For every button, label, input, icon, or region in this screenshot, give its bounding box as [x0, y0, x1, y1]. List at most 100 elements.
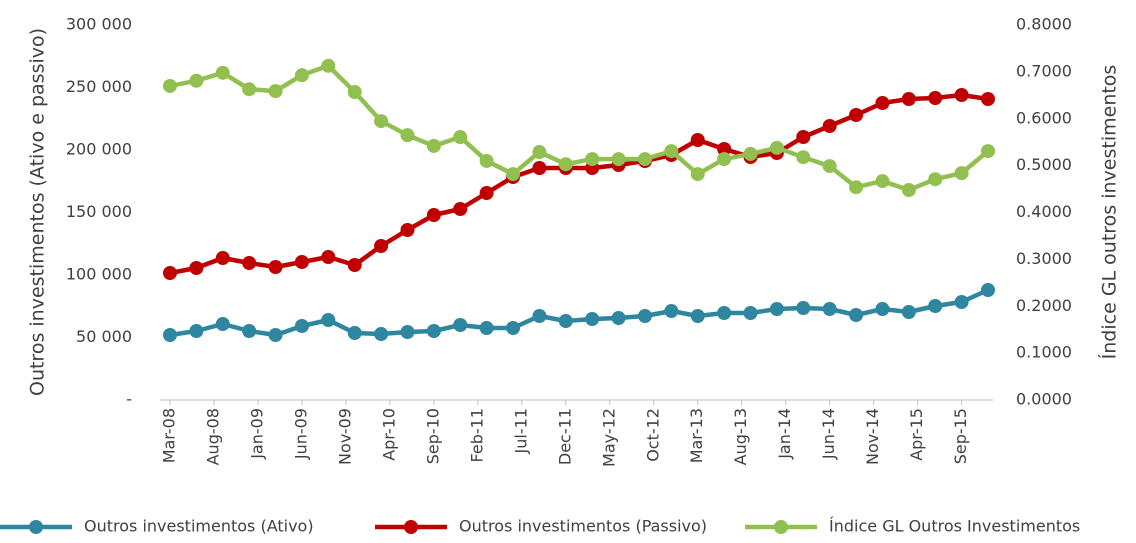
point — [743, 146, 758, 161]
y-tick-label: 150 000 — [66, 202, 132, 221]
point — [664, 304, 679, 318]
point — [321, 250, 336, 264]
point — [637, 309, 652, 323]
point — [981, 283, 995, 297]
point — [532, 161, 547, 175]
point — [769, 140, 784, 155]
y2-tick-label: 0.4000 — [1016, 202, 1072, 221]
point — [242, 324, 257, 338]
legend-label: Índice GL Outros Investimentos — [829, 517, 1080, 536]
point — [743, 306, 758, 320]
series — [163, 283, 995, 342]
x-tick-label: Jan-09 — [247, 408, 266, 460]
point — [189, 261, 204, 275]
point — [374, 239, 389, 253]
point — [849, 308, 864, 322]
point — [822, 159, 837, 174]
point — [690, 167, 705, 182]
point — [585, 312, 600, 326]
point — [690, 133, 705, 147]
y2-tick-label: 0.8000 — [1016, 15, 1072, 34]
x-tick-label: Aug-13 — [731, 408, 750, 465]
legend-label: Outros investimentos (Passivo) — [459, 517, 707, 536]
point — [981, 144, 995, 159]
point — [453, 130, 468, 145]
point — [215, 251, 230, 265]
point — [400, 128, 415, 143]
point — [532, 145, 547, 160]
point — [321, 313, 336, 327]
y-tick-label: 200 000 — [66, 140, 132, 159]
point — [875, 174, 890, 189]
point — [268, 328, 283, 342]
point — [928, 172, 943, 187]
y2-tick-label: 0.3000 — [1016, 249, 1072, 268]
point — [769, 302, 784, 316]
point — [822, 302, 837, 316]
point — [347, 258, 362, 272]
y-tick-label: 300 000 — [66, 15, 132, 34]
x-tick-label: Jun-09 — [291, 408, 310, 460]
point — [822, 119, 837, 133]
y2-tick-label: 0.1000 — [1016, 343, 1072, 362]
point — [901, 92, 916, 106]
point — [928, 299, 943, 313]
x-tick-label: Apr-15 — [907, 408, 926, 461]
y2-tick-label: 0.2000 — [1016, 296, 1072, 315]
x-tick-label: Feb-11 — [467, 408, 486, 462]
x-tick-label: Mar-13 — [687, 408, 706, 463]
point — [294, 68, 309, 83]
point — [901, 305, 916, 319]
point — [400, 325, 415, 339]
x-tick-label: Apr-10 — [379, 408, 398, 461]
point — [294, 319, 309, 333]
point — [479, 321, 494, 335]
point — [268, 260, 283, 274]
point — [347, 85, 362, 100]
y-tick-label: - — [126, 390, 132, 409]
legend-label: Outros investimentos (Ativo) — [84, 517, 314, 536]
y2-tick-label: 0.6000 — [1016, 108, 1072, 127]
point — [796, 130, 811, 144]
point — [849, 108, 864, 122]
legend-marker — [774, 520, 788, 534]
x-tick-label: Nov-14 — [863, 408, 882, 465]
point — [321, 58, 336, 73]
x-tick-label: Aug-08 — [203, 408, 222, 465]
point — [928, 91, 943, 105]
point — [189, 73, 204, 88]
point — [875, 96, 890, 110]
y-tick-label: 100 000 — [66, 265, 132, 284]
point — [426, 324, 441, 338]
point — [374, 114, 389, 129]
series-line — [169, 63, 990, 193]
legend-marker — [404, 520, 418, 534]
y2-tick-label: 0.0000 — [1016, 390, 1072, 409]
x-tick-label: Dec-11 — [555, 408, 574, 465]
point — [690, 309, 705, 323]
series — [163, 88, 995, 280]
x-tick-label: Oct-12 — [643, 408, 662, 462]
point — [374, 327, 389, 341]
point — [400, 223, 415, 237]
point — [532, 309, 547, 323]
point — [954, 295, 969, 309]
point — [611, 311, 626, 325]
x-tick-label: Nov-09 — [335, 408, 354, 465]
point — [796, 150, 811, 165]
point — [506, 167, 521, 182]
point — [163, 78, 177, 93]
point — [215, 65, 230, 80]
point — [347, 326, 362, 340]
y2-tick-label: 0.7000 — [1016, 61, 1072, 80]
point — [796, 301, 811, 315]
point — [558, 314, 573, 328]
point — [163, 266, 177, 280]
point — [506, 321, 521, 335]
point — [875, 302, 890, 316]
y2-tick-label: 0.5000 — [1016, 155, 1072, 174]
y2-axis-title: Índice GL outros investimentos — [1098, 65, 1121, 360]
point — [294, 255, 309, 269]
y-tick-label: 50 000 — [76, 327, 132, 346]
